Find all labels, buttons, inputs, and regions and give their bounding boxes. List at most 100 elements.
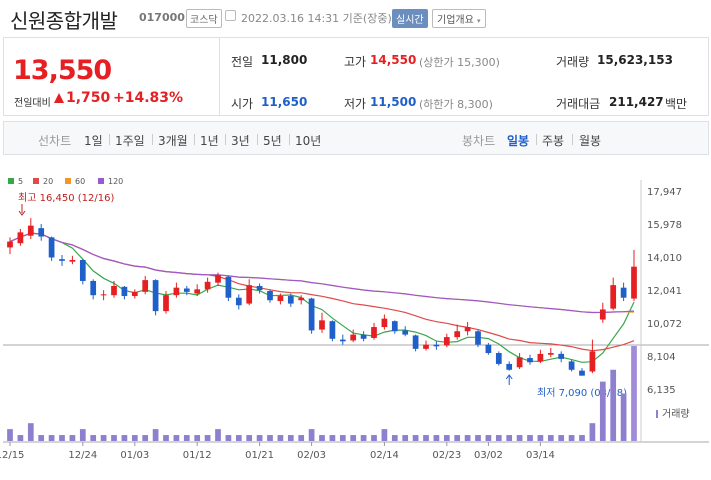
volume-bar bbox=[163, 435, 169, 441]
volume-bar bbox=[183, 435, 190, 441]
volume-bar bbox=[423, 435, 429, 441]
timestamp: 2022.03.16 14:31 기준(장중) bbox=[241, 12, 392, 25]
tab-3-years[interactable]: 3년 bbox=[231, 134, 250, 148]
high-low-markers bbox=[18, 204, 513, 385]
candle-body bbox=[433, 344, 440, 347]
volume-bar bbox=[329, 435, 336, 441]
tab-monthly-candle[interactable]: 월봉 bbox=[579, 134, 602, 148]
y-tick-label: 15,978 bbox=[647, 220, 682, 231]
realtime-button[interactable]: 실시간 bbox=[392, 9, 428, 28]
volume-bar bbox=[194, 435, 201, 441]
candle-body bbox=[454, 331, 461, 338]
candle-body bbox=[69, 260, 76, 262]
candle-body bbox=[152, 280, 159, 312]
prev-close-label: 전일 bbox=[231, 55, 254, 69]
volume-bar bbox=[433, 435, 440, 441]
tab-divider bbox=[225, 134, 226, 145]
x-axis-ticks: 12/15 12/24 01/03 01/12 01/21 02/03 02/14 02/23… bbox=[0, 442, 555, 461]
tab-line-chart[interactable]: 선차트 bbox=[38, 134, 72, 148]
open-label: 시가 bbox=[231, 97, 254, 111]
volume-bar bbox=[620, 393, 627, 441]
company-overview-dropdown[interactable]: 기업개요 ▾ bbox=[432, 9, 486, 28]
candle-body bbox=[17, 232, 24, 244]
y-tick-label: 17,947 bbox=[647, 187, 682, 198]
volume-bar bbox=[111, 435, 117, 441]
x-tick-label: 02/23 bbox=[432, 450, 461, 461]
tab-divider bbox=[257, 134, 258, 145]
upper-limit: (상한가 15,300) bbox=[419, 56, 500, 69]
volume-bar bbox=[443, 435, 450, 441]
y-tick-label: 8,104 bbox=[647, 352, 676, 363]
x-tick-label: 01/12 bbox=[183, 450, 212, 461]
candlestick-chart: 5 20 60 120 17,947 15,978 14,010 12,041 … bbox=[0, 170, 711, 480]
volume-bar bbox=[516, 435, 523, 441]
tab-candle-chart[interactable]: 봉차트 bbox=[462, 134, 496, 148]
candle-body bbox=[79, 260, 86, 281]
candle-body bbox=[225, 276, 232, 298]
clock-icon bbox=[225, 10, 236, 21]
current-price: 13,550 bbox=[13, 55, 112, 86]
volume-bar bbox=[610, 369, 617, 441]
lower-limit: (하한가 8,300) bbox=[419, 98, 493, 111]
candle-body bbox=[516, 357, 523, 368]
candle-body bbox=[631, 266, 637, 299]
candle-body bbox=[319, 320, 325, 330]
volume-bar bbox=[100, 435, 107, 441]
open-value: 11,650 bbox=[261, 95, 308, 109]
volume-bar bbox=[537, 435, 544, 441]
tab-10-years[interactable]: 10년 bbox=[295, 134, 322, 148]
volume-series bbox=[7, 346, 637, 441]
low-label: 저가 bbox=[344, 97, 367, 111]
tab-5-years[interactable]: 5년 bbox=[263, 134, 282, 148]
volume-bar bbox=[308, 429, 315, 441]
x-tick-label: 01/03 bbox=[120, 450, 149, 461]
x-tick-label: 12/15 bbox=[0, 450, 24, 461]
tab-weekly-candle[interactable]: 주봉 bbox=[542, 134, 565, 148]
candle-body bbox=[443, 337, 450, 346]
candle-body bbox=[558, 353, 565, 359]
volume-legend-swatch bbox=[656, 410, 658, 418]
candle-body bbox=[267, 291, 273, 301]
tab-daily-candle[interactable]: 일봉 bbox=[507, 134, 530, 148]
volume-bar bbox=[152, 429, 159, 441]
candle-body bbox=[506, 363, 513, 370]
candle-body bbox=[475, 331, 481, 345]
candle-body bbox=[173, 287, 180, 296]
volume-value: 15,623,153 bbox=[597, 53, 673, 67]
trade-value: 211,427 bbox=[609, 95, 664, 109]
candle-body bbox=[111, 285, 117, 296]
volume-bar bbox=[215, 429, 221, 441]
candle-body bbox=[90, 280, 97, 296]
x-tick-label: 02/03 bbox=[297, 450, 326, 461]
volume-bar bbox=[298, 435, 305, 441]
candle-series bbox=[7, 218, 637, 376]
candle-body bbox=[620, 287, 627, 298]
tab-1-year[interactable]: 1년 bbox=[200, 134, 219, 148]
volume-bar bbox=[319, 435, 325, 441]
x-tick-label: 02/14 bbox=[370, 450, 399, 461]
annotation-high: 최고 16,450 (12/16) bbox=[18, 192, 114, 204]
tab-1-day[interactable]: 1일 bbox=[84, 134, 103, 148]
volume-bar bbox=[225, 435, 232, 441]
candle-body bbox=[121, 286, 128, 297]
candle-body bbox=[38, 228, 45, 237]
tab-3-months[interactable]: 3개월 bbox=[158, 134, 188, 148]
prev-close-value: 11,800 bbox=[261, 53, 308, 67]
candle-body bbox=[298, 297, 305, 301]
candle-body bbox=[287, 296, 294, 304]
candle-body bbox=[131, 291, 138, 297]
candle-body bbox=[599, 309, 606, 320]
legend-ma60-label: 60 bbox=[75, 177, 85, 186]
volume-bar bbox=[59, 435, 65, 441]
market-badge: 코스닥 bbox=[186, 9, 222, 28]
y-tick-label: 6,135 bbox=[647, 385, 676, 396]
legend-ma5-label: 5 bbox=[18, 177, 23, 186]
candle-body bbox=[277, 296, 284, 302]
tab-1-week[interactable]: 1주일 bbox=[115, 134, 145, 148]
stock-name: 신원종합개발 bbox=[10, 9, 118, 33]
candle-body bbox=[215, 275, 221, 283]
volume-bar bbox=[204, 435, 211, 441]
volume-bar bbox=[256, 435, 263, 441]
legend-ma120-label: 120 bbox=[108, 177, 123, 186]
stock-code: 017000 bbox=[139, 11, 185, 24]
